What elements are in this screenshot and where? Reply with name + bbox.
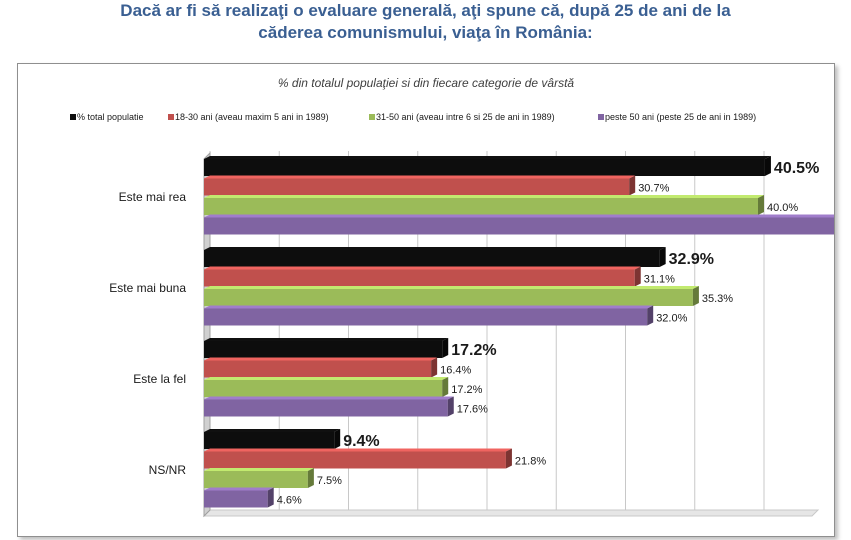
main-title: Dacă ar fi să realizaţi o evaluare gener… [0, 0, 851, 44]
bar-top-face [204, 214, 834, 218]
data-label: 21.8% [515, 456, 546, 468]
bar-side-face [431, 357, 438, 378]
category-label: Este mai rea [119, 190, 187, 204]
bar-side-face [764, 156, 771, 176]
bar [204, 198, 758, 215]
data-label: 40.5% [774, 160, 819, 177]
data-label: 32.0% [656, 313, 687, 325]
bar-side-face [505, 448, 512, 469]
legend-label-4: peste 50 ani (peste 25 de ani in 1989) [605, 112, 756, 122]
bar [204, 269, 635, 287]
bar-side-face [629, 175, 636, 196]
bar-top-face [204, 286, 699, 289]
bar-side-face [692, 286, 699, 306]
bar-side-face [307, 468, 314, 488]
data-label: 9.4% [343, 433, 379, 450]
bar [204, 471, 308, 488]
bar-top-face [204, 396, 454, 400]
bar [204, 250, 660, 267]
bar-top-face [204, 338, 449, 341]
data-label: 35.3% [702, 293, 733, 305]
data-label: 4.6% [277, 495, 302, 507]
category-label: Este la fel [133, 372, 186, 386]
legend-swatch-2 [168, 114, 174, 120]
bar [204, 178, 630, 196]
bar [204, 360, 432, 378]
bar-top-face [204, 175, 636, 179]
data-label: 32.9% [669, 251, 714, 268]
bar [204, 490, 268, 508]
bar [204, 380, 443, 397]
bar-side-face [659, 247, 666, 267]
bar-side-face [758, 195, 764, 215]
main-title-line-2: căderea comunismului, viaţa în România: [258, 23, 593, 42]
data-label: 40.0% [767, 202, 798, 214]
bar [204, 399, 448, 417]
bar [204, 289, 693, 306]
data-label: 7.5% [317, 475, 342, 487]
plot-floor [202, 509, 820, 517]
data-label: 17.2% [451, 342, 496, 359]
bar-top-face [204, 487, 274, 491]
bar [204, 432, 335, 449]
data-label: 17.2% [451, 384, 482, 396]
bar-chart: % din totalul populaţiei si din fiecare … [70, 76, 834, 518]
bar [204, 308, 648, 326]
bar-top-face [204, 357, 438, 361]
legend-label-3: 31-50 ani (aveau intre 6 si 25 de ani in… [376, 112, 555, 122]
bar-side-face [647, 305, 654, 326]
bar-top-face [204, 156, 771, 159]
bar-side-face [447, 396, 454, 417]
category-label: NS/NR [149, 463, 187, 477]
bar-top-face [204, 448, 512, 452]
bar-side-face [442, 377, 449, 397]
bar [204, 341, 443, 358]
bar-side-face [442, 338, 449, 358]
bar [204, 159, 765, 176]
data-label: 30.7% [638, 183, 669, 195]
legend-swatch-1 [70, 114, 76, 120]
bar-side-face [267, 487, 274, 508]
bar-top-face [204, 266, 641, 270]
bar-top-face [204, 468, 314, 471]
chart-frame: % din totalul populaţiei si din fiecare … [17, 63, 835, 537]
bar [204, 451, 506, 469]
chart-subtitle: % din totalul populaţiei si din fiecare … [278, 76, 575, 90]
main-title-line-1: Dacă ar fi să realizaţi o evaluare gener… [120, 1, 731, 20]
bar [204, 217, 834, 235]
legend-swatch-3 [369, 114, 375, 120]
bar-side-face [634, 266, 641, 287]
legend-label-2: 18-30 ani (aveau maxim 5 ani in 1989) [175, 112, 329, 122]
data-label: 16.4% [440, 365, 471, 377]
legend-label-1: % total populatie [77, 112, 144, 122]
bar-top-face [204, 195, 764, 198]
bar-top-face [204, 377, 449, 380]
bar-top-face [204, 247, 666, 250]
legend-swatch-4 [598, 114, 604, 120]
category-label: Este mai buna [109, 281, 186, 295]
bar-side-face [334, 429, 341, 449]
data-label: 31.1% [644, 274, 675, 286]
data-label: 17.6% [457, 404, 488, 416]
bar-top-face [204, 305, 654, 309]
bar-top-face [204, 429, 341, 432]
